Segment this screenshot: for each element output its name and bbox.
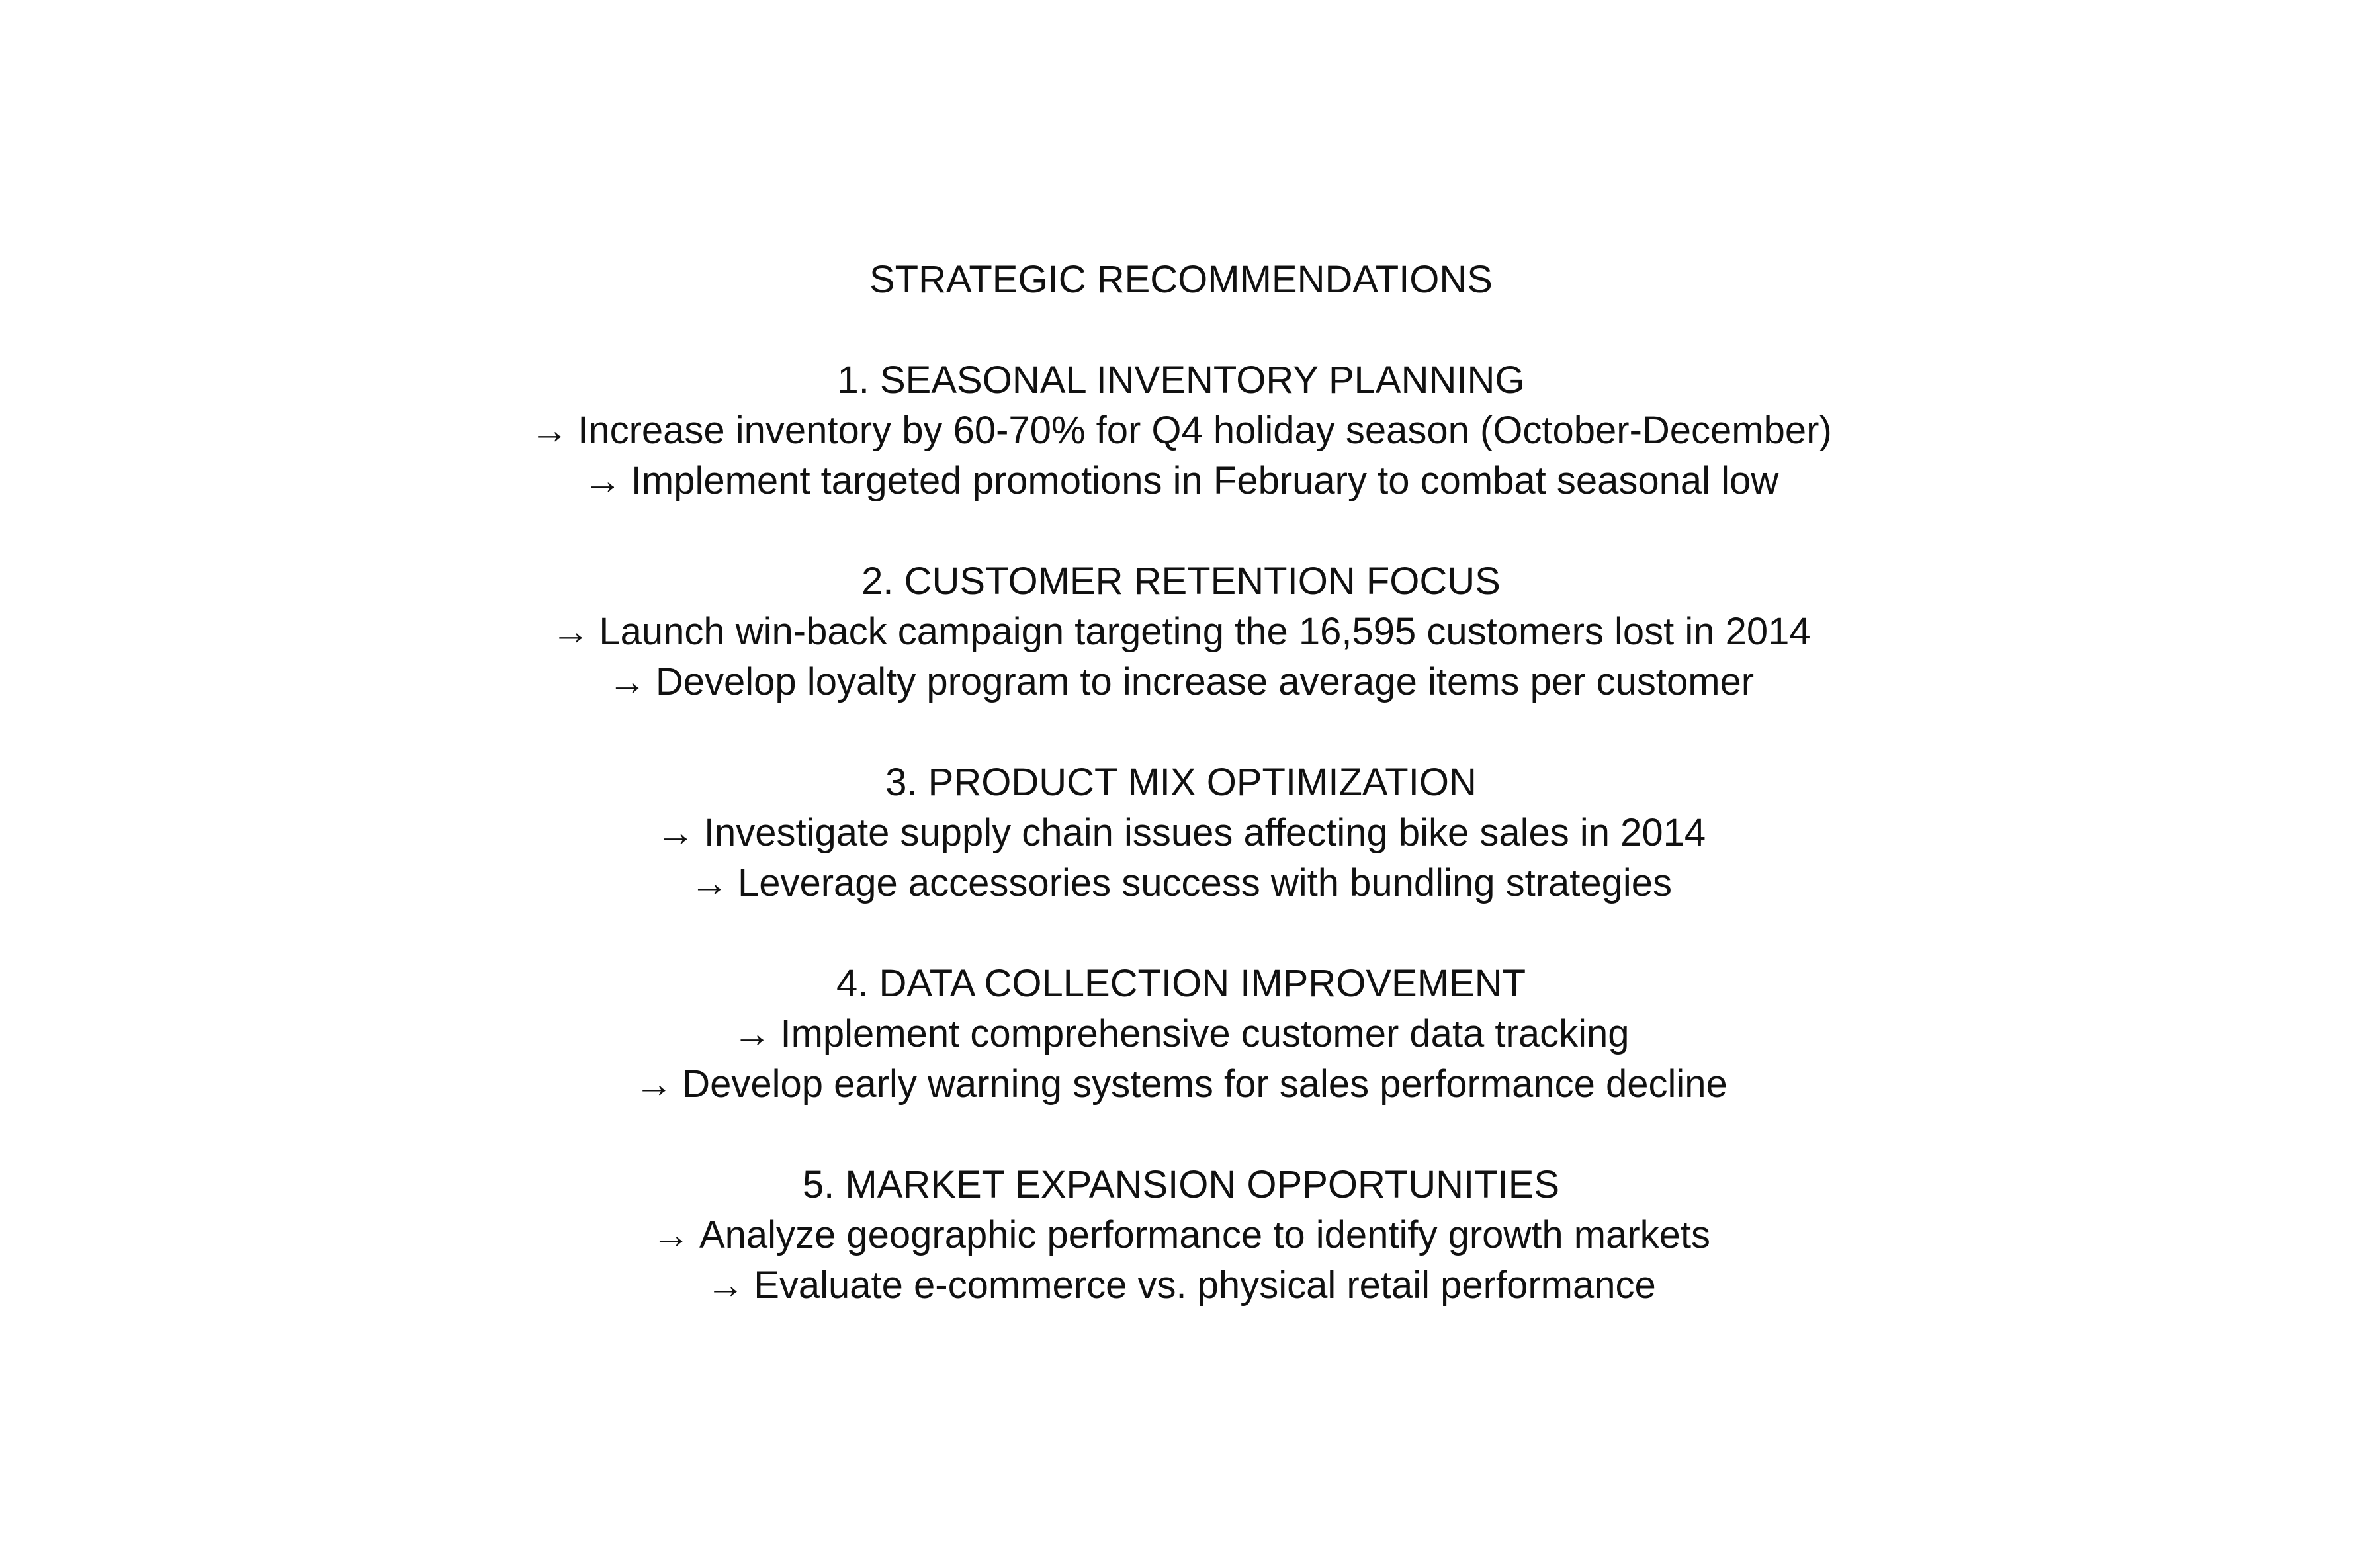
arrow-right-icon: →: [689, 861, 728, 904]
bullet-item: → Increase inventory by 60-70% for Q4 hol…: [0, 406, 2362, 456]
section-customer-retention: 2. CUSTOMER RETENTION FOCUS → Launch win-…: [0, 556, 2362, 707]
arrow-right-icon: →: [732, 1012, 771, 1055]
section-heading: 2. CUSTOMER RETENTION FOCUS: [861, 560, 1501, 603]
bullet-item: → Leverage accessories success with bundl…: [0, 858, 2362, 908]
recommendations-document: STRATEGIC RECOMMENDATIONS 1. SEASONAL IN…: [0, 255, 2362, 1361]
arrow-right-icon: →: [706, 1264, 745, 1307]
section-seasonal-inventory: 1. SEASONAL INVENTORY PLANNING → Increase…: [0, 355, 2362, 506]
bullet-text: Launch win-back campaign targeting the 1…: [599, 610, 1811, 653]
bullet-text: Investigate supply chain issues affectin…: [703, 811, 1706, 854]
bullet-item: → Launch win-back campaign targeting the …: [0, 607, 2362, 657]
bullet-text: Increase inventory by 60-70% for Q4 holi…: [578, 409, 1832, 452]
bullet-text: Leverage accessories success with bundli…: [737, 861, 1673, 904]
bullet-item: → Develop early warning systems for sales…: [0, 1059, 2362, 1110]
section-data-collection: 4. DATA COLLECTION IMPROVEMENT → Implemen…: [0, 959, 2362, 1110]
arrow-right-icon: →: [583, 459, 622, 502]
arrow-right-icon: →: [656, 811, 695, 854]
arrow-right-icon: →: [607, 660, 646, 703]
bullet-text: Implement targeted promotions in Februar…: [631, 459, 1779, 502]
bullet-item: → Implement comprehensive customer data t…: [0, 1009, 2362, 1059]
arrow-right-icon: →: [551, 610, 590, 653]
arrow-right-icon: →: [651, 1213, 690, 1256]
section-heading: 4. DATA COLLECTION IMPROVEMENT: [836, 962, 1526, 1005]
bullet-item: → Evaluate e-commerce vs. physical retail…: [0, 1260, 2362, 1311]
bullet-item: → Implement targeted promotions in Februa…: [0, 456, 2362, 506]
bullet-item: → Investigate supply chain issues affecti…: [0, 808, 2362, 858]
bullet-item: → Develop loyalty program to increase ave…: [0, 657, 2362, 707]
section-heading: 3. PRODUCT MIX OPTIMIZATION: [885, 761, 1477, 804]
section-heading: 1. SEASONAL INVENTORY PLANNING: [837, 359, 1525, 402]
document-title: STRATEGIC RECOMMENDATIONS: [869, 258, 1493, 301]
arrow-right-icon: →: [634, 1063, 674, 1106]
bullet-text: Evaluate e-commerce vs. physical retail …: [754, 1264, 1656, 1307]
section-heading: 5. MARKET EXPANSION OPPORTUNITIES: [802, 1163, 1560, 1206]
bullet-item: → Analyze geographic performance to ident…: [0, 1210, 2362, 1260]
bullet-text: Analyze geographic performance to identi…: [699, 1213, 1711, 1256]
bullet-text: Develop early warning systems for sales …: [682, 1063, 1728, 1106]
section-product-mix: 3. PRODUCT MIX OPTIMIZATION → Investigate…: [0, 758, 2362, 908]
bullet-text: Implement comprehensive customer data tr…: [780, 1012, 1630, 1055]
bullet-text: Develop loyalty program to increase aver…: [655, 660, 1755, 703]
arrow-right-icon: →: [530, 409, 569, 452]
section-market-expansion: 5. MARKET EXPANSION OPPORTUNITIES → Analy…: [0, 1160, 2362, 1311]
